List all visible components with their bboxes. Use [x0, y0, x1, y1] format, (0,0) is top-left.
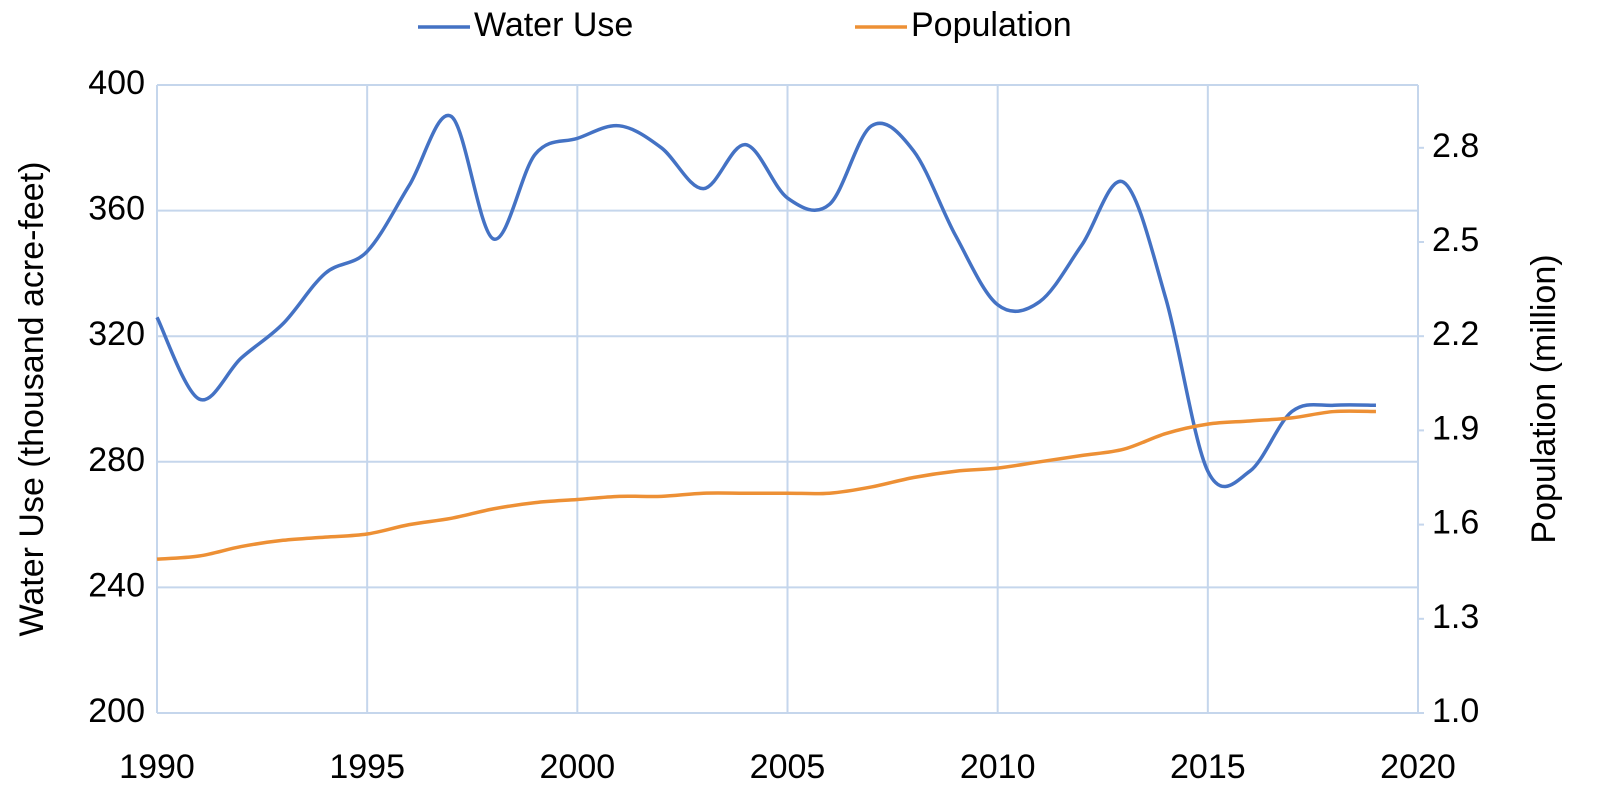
x-tick-label: 2005	[750, 748, 826, 786]
y2-tick-label: 1.6	[1432, 504, 1479, 542]
y-tick-label: 320	[88, 315, 145, 353]
y-axis-label: Water Use (thousand acre-feet)	[13, 162, 51, 637]
y-tick-label: 240	[88, 566, 145, 604]
y2-tick-label: 1.9	[1432, 409, 1479, 447]
x-tick-label: 2000	[540, 748, 616, 786]
y2-tick-label: 1.3	[1432, 598, 1479, 636]
x-tick-label: 2010	[960, 748, 1036, 786]
y2-tick-label: 2.2	[1432, 315, 1479, 353]
x-tick-label: 1990	[119, 748, 195, 786]
x-tick-label: 2015	[1170, 748, 1246, 786]
legend-label: Water Use	[474, 6, 633, 44]
y2-tick-label: 2.5	[1432, 221, 1479, 259]
y-tick-label: 400	[88, 64, 145, 102]
y-tick-label: 280	[88, 441, 145, 479]
y2-axis-label: Population (million)	[1525, 254, 1563, 543]
legend-label: Population	[911, 6, 1072, 44]
x-tick-label: 1995	[329, 748, 405, 786]
data-line	[156, 409, 1376, 561]
y-tick-label: 360	[88, 190, 145, 228]
data-line	[155, 113, 1376, 489]
y2-tick-label: 2.8	[1432, 127, 1479, 165]
y-tick-label: 200	[88, 692, 145, 730]
y2-tick-label: 1.0	[1432, 692, 1479, 730]
x-tick-label: 2020	[1380, 748, 1456, 786]
